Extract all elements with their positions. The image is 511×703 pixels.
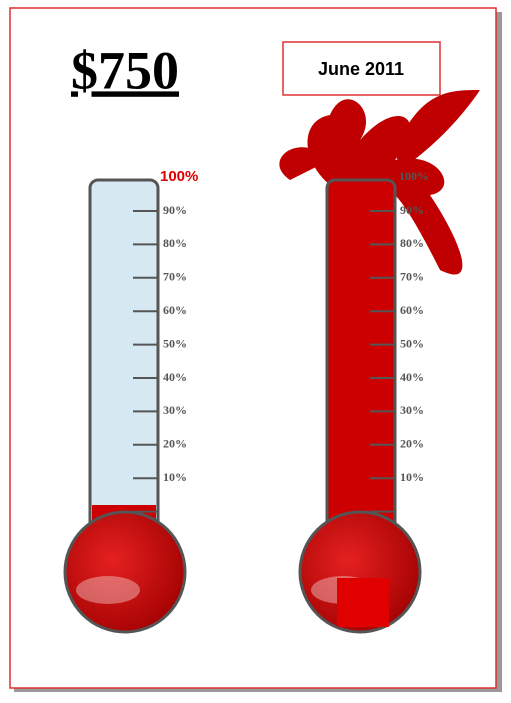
tube [90,180,158,540]
date: June 2011 [318,59,404,79]
scale-label: 80% [400,236,424,250]
scale-label: 10% [400,470,424,484]
scale-label: 10% [163,470,187,484]
scale-label: 70% [400,270,424,284]
scale-label: 20% [400,437,424,451]
scale-label: 40% [400,370,424,384]
amount: $750 [71,40,179,100]
scale-label: 40% [163,370,187,384]
scale-label: 20% [163,437,187,451]
bulb [65,512,185,632]
tube [327,180,395,540]
scale-label: 30% [163,403,187,417]
scale-label: 50% [400,336,424,350]
scale-label: 30% [400,403,424,417]
poster: $750 June 2011 100% 100% 90% 80% 70% 60% 50%… [0,0,511,698]
scale-label: 60% [400,303,424,317]
scale-label: 50% [163,336,187,350]
scale-label: 90% [163,203,187,217]
scale-label: 70% [163,270,187,284]
red-block [337,578,389,627]
shine [76,576,140,604]
scale-label: 60% [163,303,187,317]
blank-block [233,118,247,132]
scale-label: 80% [163,236,187,250]
top-label: 100% [399,169,429,183]
page: $750 June 2011 100% 100% 90% 80% 70% 60% 50%… [0,0,511,698]
scale-label: 90% [400,203,424,217]
top-label: 100% [160,168,198,185]
